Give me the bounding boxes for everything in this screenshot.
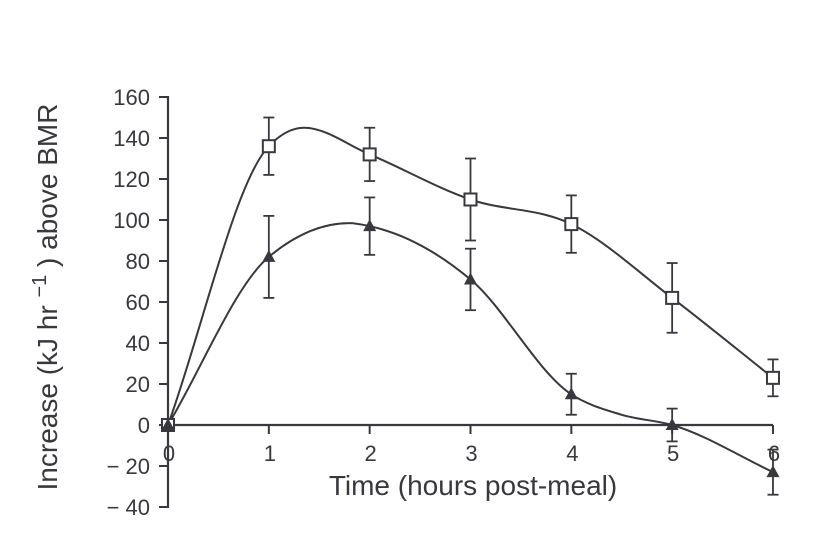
open-square-marker xyxy=(463,192,478,207)
y-axis-title-suffix: ) above BMR xyxy=(32,104,63,267)
x-tick-label: 4 xyxy=(566,441,578,466)
y-axis-title-superscript: −1 xyxy=(29,275,51,298)
y-tick-label: 100 xyxy=(113,208,150,233)
y-axis-title-prefix: Increase (kJ hr xyxy=(32,305,63,490)
y-tick-label: 80 xyxy=(126,249,150,274)
open-square-marker xyxy=(261,139,276,154)
filled-triangle-marker xyxy=(161,418,175,430)
filled-triangle-marker xyxy=(766,465,780,478)
y-tick-label: − 20 xyxy=(107,454,150,479)
x-tick-label: 3 xyxy=(465,441,477,466)
plot-area: 160 140 120 100 80 60 40 20 0 − 20 − 40 0 1 2 3 4 5 6 xyxy=(107,85,781,520)
y-tick-label: 40 xyxy=(126,331,150,356)
open-square-marker xyxy=(765,370,780,385)
y-axis-title: Increase (kJ hr −1 ) above BMR xyxy=(21,104,63,491)
open-square-marker xyxy=(564,217,579,232)
y-tick-label: 160 xyxy=(113,85,150,110)
x-tick-label: 1 xyxy=(264,441,276,466)
open-square-marker xyxy=(362,147,377,162)
x-tick-label: 6 xyxy=(768,441,780,466)
y-tick-label: − 40 xyxy=(107,495,150,520)
y-tick-label: 60 xyxy=(126,290,150,315)
x-axis-title: Time (hours post-meal) xyxy=(329,470,617,501)
x-tick-label: 2 xyxy=(365,441,377,466)
filled-triangle-marker xyxy=(665,418,679,430)
open-square-marker xyxy=(665,290,680,305)
x-tick-label: 5 xyxy=(667,441,679,466)
filled-triangle-marker xyxy=(564,387,578,400)
y-tick-label: 0 xyxy=(138,413,150,438)
filled-triangle-marker xyxy=(363,219,377,232)
filled-triangle-marker xyxy=(262,249,276,262)
y-tick-label: 140 xyxy=(113,126,150,151)
filled-triangle-marker xyxy=(463,272,477,285)
y-tick-label: 120 xyxy=(113,167,150,192)
open-square-series-curve xyxy=(167,126,774,426)
x-tick-label: 0 xyxy=(163,441,175,466)
y-tick-label: 20 xyxy=(126,372,150,397)
